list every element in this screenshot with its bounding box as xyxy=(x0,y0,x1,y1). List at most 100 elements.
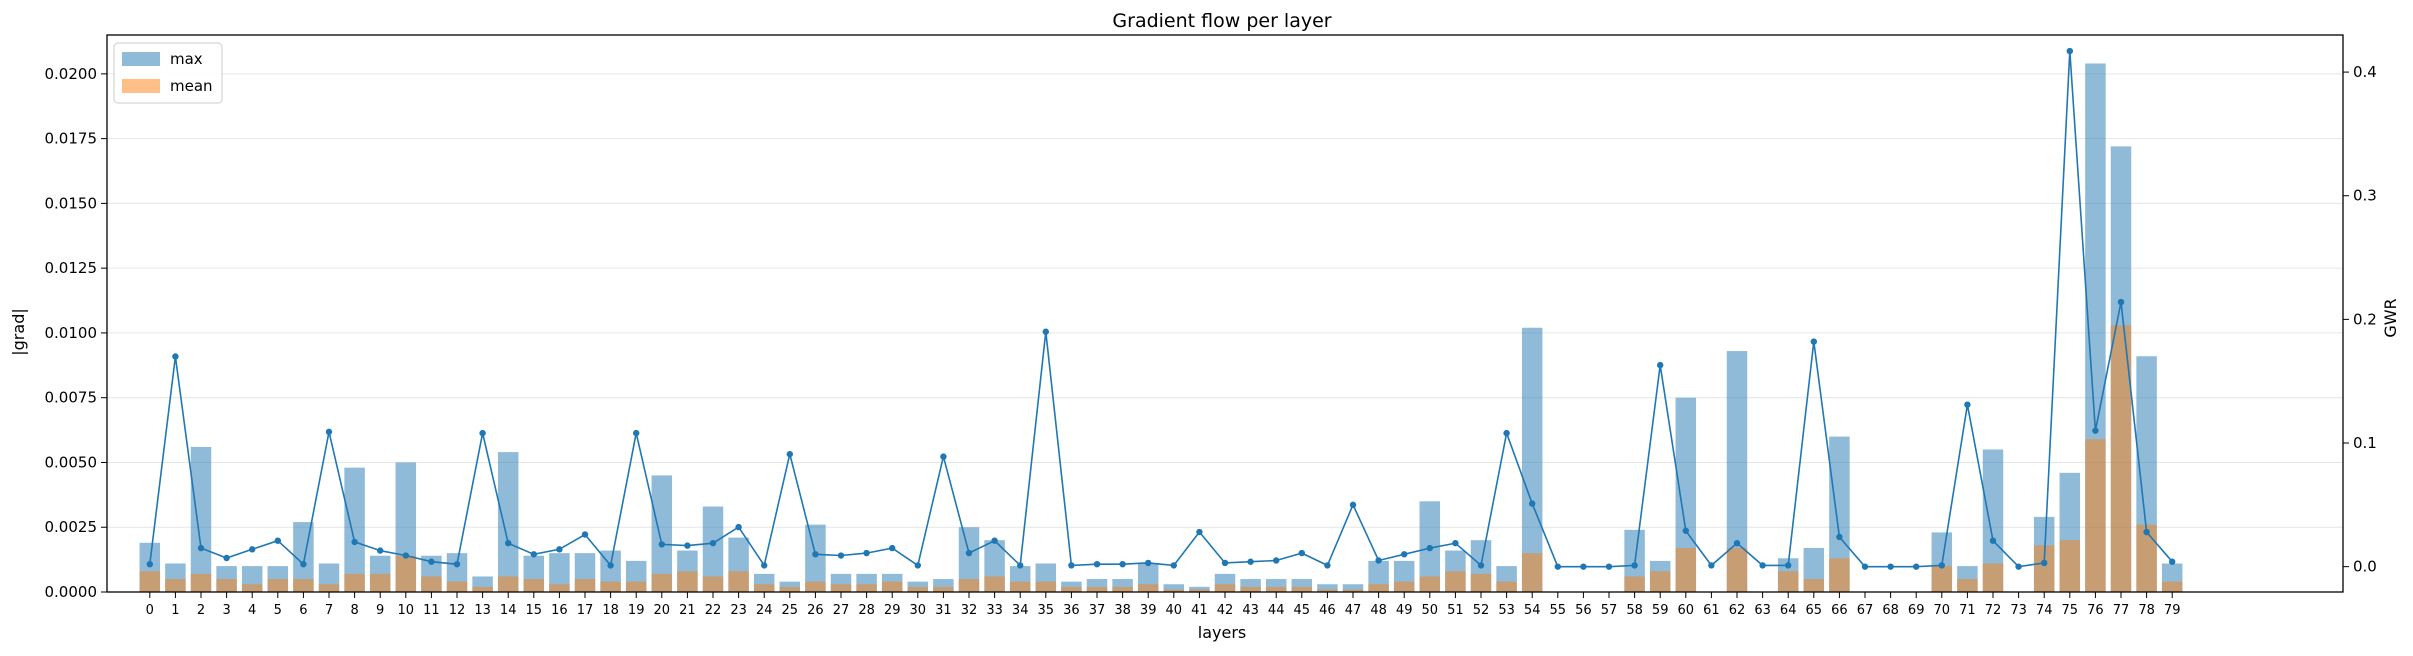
gwr-point xyxy=(1375,557,1382,564)
bar-mean xyxy=(2161,581,2183,592)
x-tick-label: 6 xyxy=(299,603,307,618)
gwr-point xyxy=(633,429,640,437)
gwr-point xyxy=(1426,544,1434,552)
x-tick-label: 71 xyxy=(1959,603,1976,618)
gwr-point xyxy=(1708,562,1715,569)
gwr-point xyxy=(453,560,461,568)
bar-mean xyxy=(600,581,621,592)
x-tick-label: 48 xyxy=(1370,603,1387,618)
gwr-point xyxy=(556,546,563,553)
x-tick-label: 76 xyxy=(2087,603,2104,618)
gwr-point xyxy=(2169,558,2176,565)
bar-mean xyxy=(523,579,545,592)
bar-max xyxy=(549,553,570,592)
bar-mean xyxy=(1419,576,1441,592)
bar-mean xyxy=(1009,581,1031,592)
bar-mean xyxy=(677,571,698,592)
x-tick-label: 13 xyxy=(474,603,491,618)
gwr-point xyxy=(1068,562,1075,569)
gwr-point xyxy=(2092,427,2099,434)
bar-mean xyxy=(1163,589,1185,592)
gwr-point xyxy=(761,562,768,569)
gwr-point xyxy=(505,539,512,547)
bar-mean xyxy=(190,573,212,592)
bar-mean xyxy=(753,584,775,592)
bar-mean xyxy=(1214,584,1236,592)
gwr-point xyxy=(1631,562,1638,569)
gwr-point xyxy=(1580,563,1587,570)
bar-mean xyxy=(1317,589,1338,592)
legend: max mean xyxy=(113,42,223,104)
bar-mean xyxy=(216,579,237,592)
x-tick-label: 35 xyxy=(1038,603,1055,618)
gwr-point xyxy=(940,453,947,460)
gwr-point xyxy=(786,450,793,458)
y2-tick-label: 0.4 xyxy=(2353,63,2377,81)
legend-swatch-mean xyxy=(122,79,160,93)
gwr-point xyxy=(377,547,384,554)
x-tick-label: 64 xyxy=(1780,603,1797,618)
gwr-point xyxy=(2143,528,2150,536)
bar-max xyxy=(190,446,212,592)
x-tick-label: 31 xyxy=(935,603,952,618)
gwr-point xyxy=(1682,527,1690,534)
x-tick-label: 55 xyxy=(1550,603,1567,618)
y-tick-label: 0.0050 xyxy=(45,453,98,471)
bar-max xyxy=(702,506,724,592)
bar-mean xyxy=(1291,586,1313,592)
bar-max xyxy=(1675,397,1697,592)
bar-mean xyxy=(369,573,391,592)
bar-mean xyxy=(549,584,570,592)
bar-max xyxy=(1521,327,1543,592)
gwr-point xyxy=(1605,563,1613,570)
y-tick-label: 0.0075 xyxy=(45,389,98,407)
x-tick-label: 45 xyxy=(1294,603,1311,618)
bar-mean xyxy=(421,576,442,592)
gwr-point xyxy=(1759,562,1766,569)
y2-tick-label: 0.0 xyxy=(2353,558,2377,576)
gwr-point xyxy=(1477,562,1485,569)
x-tick-label: 46 xyxy=(1319,603,1336,618)
gwr-point xyxy=(2066,47,2073,55)
y-axis-label: |grad| xyxy=(9,308,28,355)
x-tick-label: 49 xyxy=(1396,603,1413,618)
bar-mean xyxy=(1624,576,1645,592)
bar-max xyxy=(1982,449,2004,592)
x-tick-label: 56 xyxy=(1575,603,1592,618)
bar-mean xyxy=(1931,566,1953,592)
bar-mean xyxy=(2136,524,2157,592)
bar-max xyxy=(1317,584,1338,592)
bar-mean xyxy=(1035,581,1057,592)
bar-mean xyxy=(830,584,852,592)
legend-swatch-max xyxy=(122,52,160,66)
x-tick-label: 47 xyxy=(1345,603,1362,618)
y2-tick-label: 0.2 xyxy=(2353,310,2377,328)
x-tick-label: 52 xyxy=(1473,603,1490,618)
x-tick-label: 32 xyxy=(961,603,978,618)
mean-bars xyxy=(139,325,2183,592)
bar-mean xyxy=(1496,581,1517,592)
x-tick-label: 39 xyxy=(1140,603,1157,618)
gwr-point xyxy=(735,523,742,531)
bar-mean xyxy=(2059,540,2081,592)
y-tick-label: 0.0200 xyxy=(45,65,98,83)
y-tick-label: 0.0125 xyxy=(45,259,98,277)
bar-mean xyxy=(984,576,1005,592)
x-tick-label: 51 xyxy=(1447,603,1464,618)
bar-mean xyxy=(1521,553,1543,592)
bar-mean xyxy=(856,584,877,592)
x-tick-label: 63 xyxy=(1754,603,1771,618)
bar-mean xyxy=(1470,573,1492,592)
x-tick-label: 9 xyxy=(376,603,384,618)
gwr-point xyxy=(530,551,537,558)
bar-mean xyxy=(497,576,519,592)
bar-mean xyxy=(651,573,673,592)
bar-max xyxy=(1829,436,1850,592)
x-tick-label: 75 xyxy=(2062,603,2079,618)
bar-mean xyxy=(1957,579,1978,592)
x-tick-label: 29 xyxy=(884,603,901,618)
gwr-point xyxy=(965,549,973,557)
gwr-point xyxy=(1093,560,1101,568)
gwr-point xyxy=(709,539,717,547)
chart-title: Gradient flow per layer xyxy=(1112,10,1331,32)
